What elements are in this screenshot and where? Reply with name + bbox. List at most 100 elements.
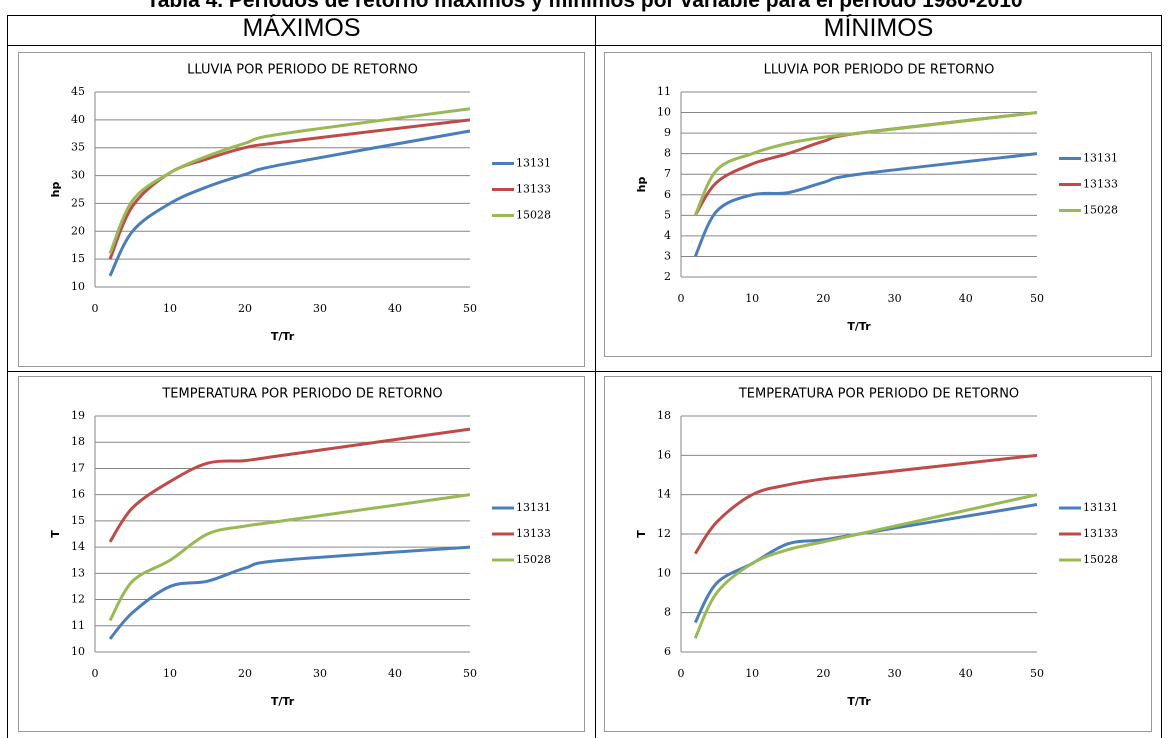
chart-frame [18, 376, 585, 732]
chart-title: TEMPERATURA POR PERIODO DE RETORNO [738, 387, 1019, 402]
x-tick-label: 10 [745, 667, 759, 680]
chart-title: LLUVIA POR PERIODO DE RETORNO [187, 63, 418, 78]
x-tick-label: 20 [816, 292, 830, 305]
y-tick-label: 30 [71, 169, 85, 182]
x-tick-label: 10 [745, 292, 759, 305]
x-tick-label: 0 [678, 667, 685, 680]
x-axis-label: T/Tr [271, 330, 295, 343]
x-tick-label: 50 [1030, 667, 1044, 680]
data-line [693, 152, 1038, 258]
data-line [693, 503, 1038, 624]
chart: TEMPERATURA POR PERIODO DE RETORNO 10 11 12… [18, 376, 585, 732]
legend-label: 15028 [1083, 553, 1118, 566]
chart: LLUVIA POR PERIODO DE RETORNO 10 15 20 25 30 3… [18, 52, 585, 367]
y-axis-label: hp [49, 182, 62, 198]
y-tick-label: 14 [71, 540, 85, 553]
x-tick-label: 40 [388, 302, 402, 315]
legend-label: 13131 [516, 157, 551, 170]
y-tick-label: 45 [71, 85, 85, 98]
x-tick-label: 40 [959, 667, 973, 680]
x-tick-label: 20 [238, 667, 252, 680]
chart-title: LLUVIA POR PERIODO DE RETORNO [764, 63, 995, 78]
x-tick-label: 10 [163, 667, 177, 680]
table-border [7, 15, 8, 738]
data-line [108, 118, 471, 260]
chart-frame [604, 376, 1152, 732]
x-tick-label: 40 [959, 292, 973, 305]
table-border [7, 15, 1162, 16]
legend-label: 13133 [516, 527, 551, 540]
y-tick-label: 25 [71, 196, 85, 209]
y-tick-label: 4 [664, 229, 671, 242]
y-tick-label: 5 [664, 208, 671, 221]
table-border [1161, 15, 1162, 738]
legend-label: 13131 [1083, 501, 1118, 514]
table-border [7, 371, 1162, 372]
data-line [108, 107, 471, 255]
table-border [595, 15, 596, 738]
y-tick-label: 8 [664, 147, 671, 160]
y-tick-label: 15 [71, 514, 85, 527]
x-tick-label: 30 [888, 292, 902, 305]
y-tick-label: 10 [657, 566, 671, 579]
y-tick-label: 16 [657, 448, 671, 461]
x-tick-label: 20 [816, 667, 830, 680]
table-border [7, 45, 1162, 46]
legend-label: 15028 [516, 209, 551, 222]
legend-label: 13131 [1083, 152, 1118, 165]
data-line [693, 493, 1038, 639]
y-axis-label: T [635, 530, 648, 538]
x-tick-label: 20 [238, 302, 252, 315]
x-axis-label: T/Tr [271, 695, 295, 708]
x-tick-label: 0 [678, 292, 685, 305]
y-tick-label: 9 [664, 126, 671, 139]
y-tick-label: 20 [71, 224, 85, 237]
y-tick-label: 6 [664, 188, 671, 201]
y-tick-label: 10 [657, 106, 671, 119]
x-tick-label: 40 [388, 667, 402, 680]
legend-label: 13133 [516, 183, 551, 196]
y-tick-label: 3 [664, 249, 671, 262]
data-line [108, 427, 471, 543]
data-line [108, 493, 471, 622]
x-axis-label: T/Tr [847, 695, 871, 708]
legend-label: 13133 [1083, 527, 1118, 540]
x-tick-label: 50 [463, 302, 477, 315]
x-axis-label: T/Tr [847, 320, 871, 333]
chart-title: TEMPERATURA POR PERIODO DE RETORNO [161, 387, 442, 402]
y-tick-label: 14 [657, 488, 671, 501]
y-tick-label: 15 [71, 252, 85, 265]
x-tick-label: 30 [888, 667, 902, 680]
y-tick-label: 8 [664, 606, 671, 619]
chart: LLUVIA POR PERIODO DE RETORNO 2 3 4 5 6 7 8 9 10 1… [604, 52, 1152, 357]
data-line [108, 129, 471, 277]
y-tick-label: 12 [657, 527, 671, 540]
y-axis-label: T [49, 530, 62, 538]
x-tick-label: 0 [92, 302, 99, 315]
y-tick-label: 6 [664, 645, 671, 658]
legend-label: 15028 [1083, 204, 1118, 217]
y-tick-label: 12 [71, 593, 85, 606]
y-tick-label: 2 [664, 270, 671, 283]
data-line [693, 111, 1038, 217]
legend-label: 13133 [1083, 178, 1118, 191]
y-tick-label: 10 [71, 645, 85, 658]
y-tick-label: 18 [657, 409, 671, 422]
y-tick-label: 19 [71, 409, 85, 422]
legend-label: 13131 [516, 501, 551, 514]
legend-label: 15028 [516, 553, 551, 566]
chart: TEMPERATURA POR PERIODO DE RETORNO 6 8 10 12… [604, 376, 1152, 732]
x-tick-label: 50 [1030, 292, 1044, 305]
y-tick-label: 35 [71, 141, 85, 154]
data-line [693, 111, 1038, 216]
column-header: MÁXIMOS [242, 14, 361, 42]
data-line [693, 453, 1038, 555]
chart-frame [18, 52, 585, 367]
x-tick-label: 30 [313, 667, 327, 680]
caption: Tabla 4. Periodos de retorno máximos y m… [146, 0, 1023, 12]
column-header: MÍNIMOS [823, 14, 934, 42]
y-tick-label: 40 [71, 113, 85, 126]
y-tick-label: 7 [664, 167, 671, 180]
y-tick-label: 11 [657, 85, 671, 98]
